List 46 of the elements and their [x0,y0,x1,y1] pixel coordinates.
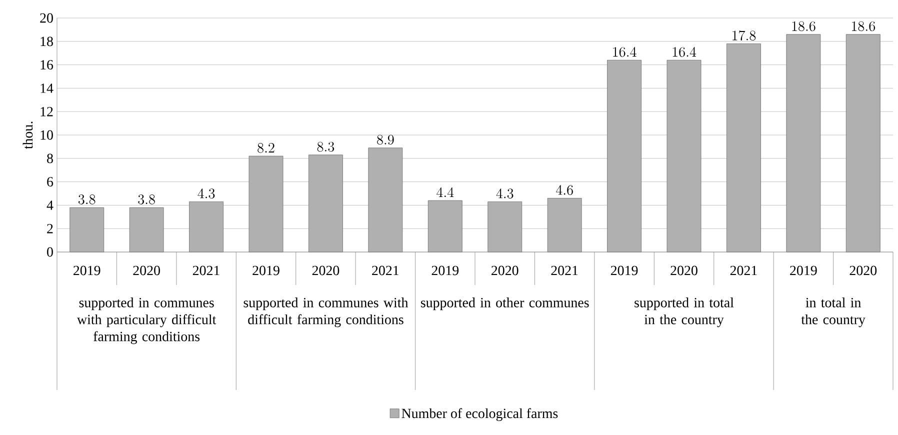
x-tick-label: 2020 [312,266,340,276]
data-label: 18.6 [852,21,876,32]
x-tick-label: 2021 [192,266,220,276]
x-tick-label: 2019 [432,266,459,276]
y-tick-label: 2 [47,224,53,234]
y-tick-label: 14 [40,84,54,93]
data-label: 4.3 [496,188,514,198]
x-tick-label: 2019 [790,266,817,276]
x-tick-label: 2019 [74,266,100,276]
x-tick-label: 2021 [551,266,578,276]
y-tick-label: 10 [40,130,53,140]
y-tick-label: 4 [46,200,54,210]
x-tick-label: 2020 [850,266,877,276]
y-tick-label: 0 [47,247,53,257]
y-tick-label: 8 [47,154,53,164]
y-tick-label: 18 [40,36,53,46]
x-tick-label: 2021 [730,266,757,276]
text: in total in the country [801,298,866,328]
y-tick-label: 12 [40,106,53,116]
y-tick-label: 6 [47,177,54,186]
data-label: 3.8 [138,194,155,204]
data-label: 16.4 [672,46,696,57]
data-label: 17.8 [732,30,756,41]
data-label: 18.6 [792,21,816,32]
data-label: 8.2 [258,143,274,153]
data-label: 16.4 [613,46,636,57]
y-tick-label: 20 [40,13,53,23]
x-tick-label: 2020 [670,266,698,276]
y-axis-title: thou. [22,122,33,149]
data-label: 8.9 [377,134,394,145]
data-label: 4.4 [436,187,454,197]
x-tick-label: 2019 [252,266,280,276]
data-label: 3.8 [78,194,96,204]
data-label: 4.6 [556,184,573,195]
x-tick-label: 2020 [133,266,160,276]
text: supported in other communes [420,298,589,310]
x-tick-label: 2020 [492,266,518,276]
text: supported in communes with difficult farming conditions [244,298,408,328]
x-tick-label: 2021 [372,266,399,276]
text: supported in total in the country [634,298,734,328]
text: supported in communes with particulary difficult farming conditions [77,298,216,344]
y-tick-label: 16 [40,60,54,70]
legend-label: Number of ecological farms [402,408,558,422]
x-tick-label: 2019 [610,266,638,276]
data-label: 8.3 [317,142,334,152]
data-label: 4.3 [198,188,215,198]
